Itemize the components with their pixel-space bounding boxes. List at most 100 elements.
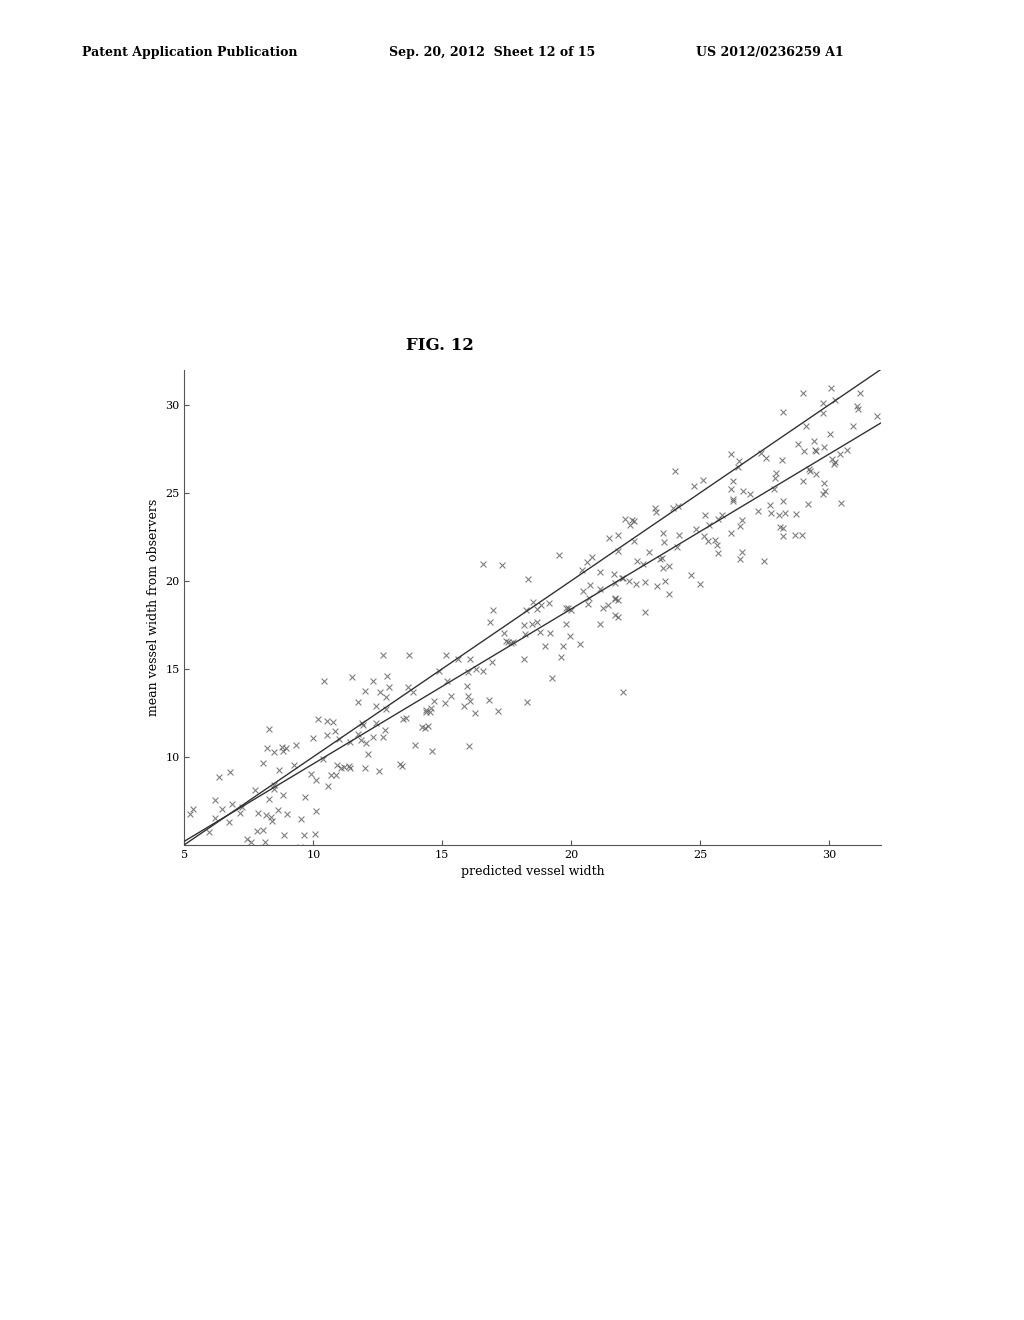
Point (635, 553, 651, 574)
Point (696, 525, 713, 546)
Point (696, 504, 713, 525)
Point (542, 622, 558, 643)
Point (357, 733, 374, 754)
Point (437, 693, 454, 714)
Point (379, 665, 395, 686)
Point (624, 510, 640, 531)
Point (808, 440, 824, 461)
Point (831, 444, 848, 465)
Point (852, 383, 868, 404)
Point (450, 649, 466, 671)
Point (288, 734, 304, 755)
Point (264, 810, 281, 832)
Point (286, 754, 302, 775)
Point (614, 568, 631, 589)
Point (701, 515, 718, 536)
Point (763, 503, 779, 524)
Point (869, 405, 886, 426)
Point (331, 729, 347, 750)
Point (822, 378, 839, 399)
Point (261, 788, 278, 809)
Point (323, 764, 339, 785)
Point (418, 701, 434, 722)
Point (647, 498, 664, 519)
Point (825, 454, 842, 475)
Point (592, 614, 608, 635)
Point (375, 726, 391, 747)
Point (365, 671, 381, 692)
Point (414, 717, 430, 738)
Point (610, 590, 627, 611)
Point (460, 661, 476, 682)
Point (519, 692, 536, 713)
Point (605, 564, 622, 585)
Point (325, 711, 341, 733)
Point (439, 671, 456, 692)
Point (817, 480, 834, 502)
Point (814, 483, 830, 504)
Point (654, 523, 671, 544)
Point (649, 576, 666, 597)
Point (711, 543, 727, 564)
Point (404, 682, 421, 704)
Point (531, 622, 548, 643)
Point (609, 606, 626, 627)
Point (308, 770, 325, 791)
Point (734, 480, 751, 502)
Point (263, 807, 280, 828)
Point (629, 550, 645, 572)
Point (667, 461, 683, 482)
Point (558, 597, 574, 618)
Point (516, 623, 532, 644)
Point (807, 463, 823, 484)
Point (327, 721, 343, 742)
Point (775, 401, 792, 422)
Point (418, 700, 434, 721)
Point (816, 436, 833, 457)
Point (501, 631, 517, 652)
Point (774, 491, 791, 512)
Point (815, 392, 831, 413)
Point (456, 696, 472, 717)
Point (607, 589, 624, 610)
Point (357, 681, 374, 702)
Point (683, 565, 699, 586)
Point (329, 755, 345, 776)
Point (255, 820, 271, 841)
Point (665, 498, 681, 519)
Point (426, 690, 442, 711)
Point (555, 635, 571, 656)
Point (443, 685, 460, 706)
Point (210, 767, 226, 788)
Point (359, 743, 376, 764)
Point (592, 578, 608, 599)
Point (258, 737, 274, 758)
Point (622, 570, 638, 591)
Point (806, 440, 822, 461)
Point (214, 799, 230, 820)
Point (849, 396, 865, 417)
Point (525, 591, 542, 612)
Point (318, 710, 335, 731)
Point (821, 424, 838, 445)
Point (270, 759, 287, 780)
Point (269, 800, 286, 821)
Point (354, 714, 371, 735)
Point (725, 488, 741, 510)
Point (660, 583, 677, 605)
Point (622, 515, 638, 536)
Point (460, 685, 476, 706)
Point (520, 569, 537, 590)
Point (350, 692, 367, 713)
Point (839, 440, 855, 461)
Point (377, 719, 393, 741)
Point (710, 508, 726, 529)
Point (544, 668, 560, 689)
Point (342, 731, 358, 752)
Point (202, 821, 218, 842)
Point (273, 737, 290, 758)
Point (292, 836, 308, 857)
Point (528, 611, 545, 632)
Point (787, 503, 804, 524)
Point (671, 524, 687, 545)
